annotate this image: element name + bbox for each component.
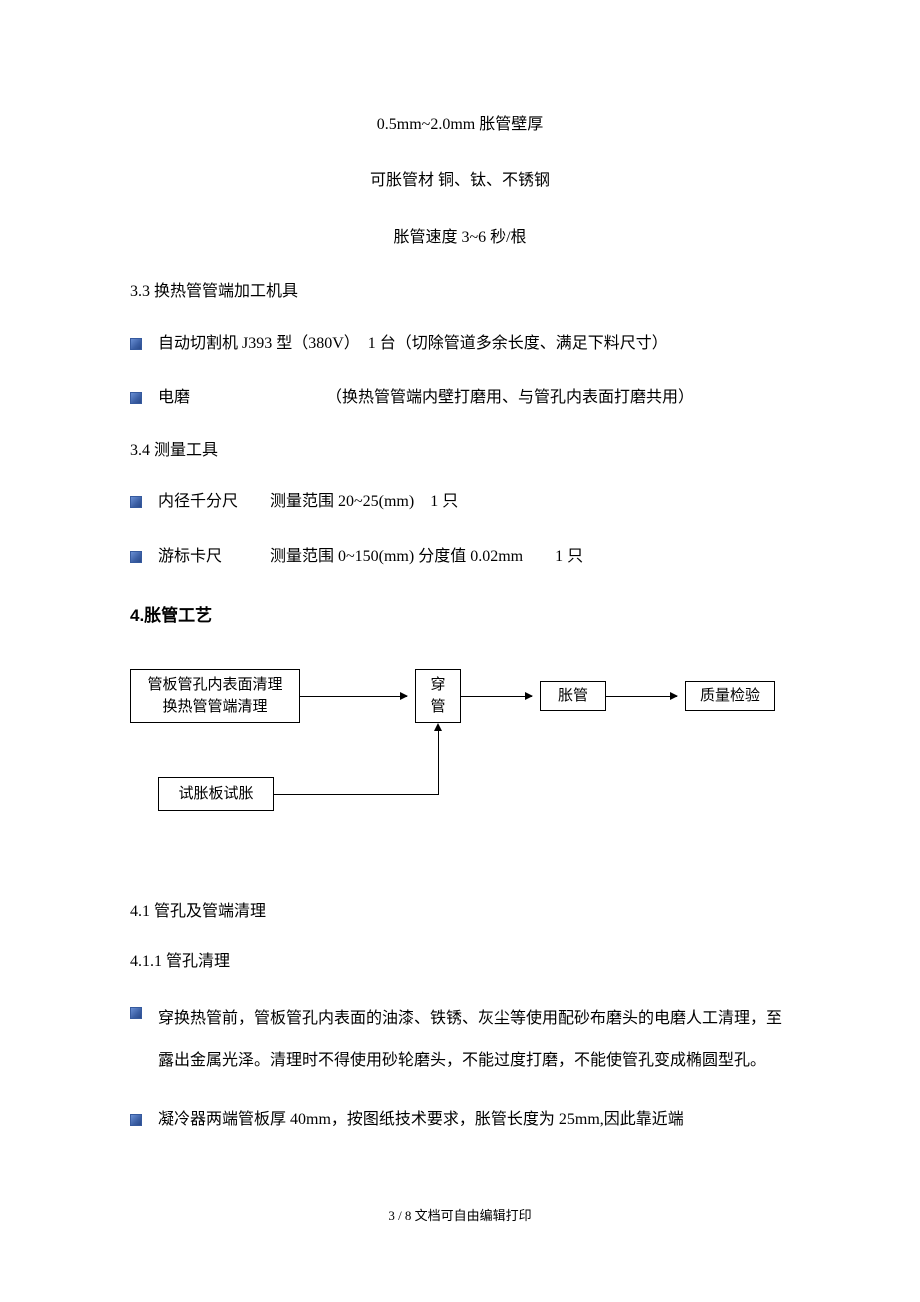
flow-node-line: 质量检验 — [700, 685, 760, 708]
heading-3-4: 3.4 测量工具 — [130, 438, 790, 464]
flow-node-line: 管 — [430, 696, 445, 719]
square-bullet-icon — [130, 338, 142, 350]
flow-node-qc: 质量检验 — [685, 681, 775, 711]
square-bullet-icon — [130, 392, 142, 404]
flow-node-trial: 试胀板试胀 — [158, 777, 274, 811]
flow-line — [274, 794, 438, 795]
flow-node-cleaning: 管板管孔内表面清理 换热管管端清理 — [130, 669, 300, 723]
flow-node-line: 试胀板试胀 — [178, 783, 253, 806]
list-item-text: 内径千分尺 测量范围 20~25(mm) 1 只 — [158, 487, 790, 517]
list-item: 内径千分尺 测量范围 20~25(mm) 1 只 — [130, 487, 790, 517]
flow-node-line: 穿 — [430, 674, 445, 697]
flow-node-line: 胀管 — [558, 685, 588, 708]
list-item-text: 自动切割机 J393 型（380V） 1 台（切除管道多余长度、满足下料尺寸） — [158, 329, 790, 359]
list-item-text: 电磨 （换热管管端内壁打磨用、与管孔内表面打磨共用） — [158, 383, 790, 413]
square-bullet-icon — [130, 1007, 142, 1019]
page-footer: 3 / 8 文档可自由编辑打印 — [130, 1206, 790, 1227]
flowchart: 管板管孔内表面清理 换热管管端清理 穿 管 胀管 质量检验 试胀板试胀 — [130, 669, 810, 829]
flow-node-line: 管板管孔内表面清理 — [147, 674, 282, 697]
flow-arrow — [606, 696, 677, 697]
flow-node-threading: 穿 管 — [415, 669, 461, 723]
flow-arrowhead — [434, 723, 442, 731]
list-item-text: 凝冷器两端管板厚 40mm，按图纸技术要求，胀管长度为 25mm,因此靠近端 — [158, 1105, 790, 1135]
flow-node-expand: 胀管 — [540, 681, 606, 711]
list-item-text: 游标卡尺 测量范围 0~150(mm) 分度值 0.02mm 1 只 — [158, 542, 790, 572]
flow-line — [438, 729, 439, 795]
spec-line-2: 可胀管材 铜、钛、不锈钢 — [130, 166, 790, 196]
square-bullet-icon — [130, 496, 142, 508]
list-item: 穿换热管前，管板管孔内表面的油漆、铁锈、灰尘等使用配砂布磨头的电磨人工清理，至露… — [130, 998, 790, 1081]
heading-4-1-1: 4.1.1 管孔清理 — [130, 949, 790, 975]
heading-4: 4.胀管工艺 — [130, 602, 790, 629]
square-bullet-icon — [130, 1114, 142, 1126]
list-item-text: 穿换热管前，管板管孔内表面的油漆、铁锈、灰尘等使用配砂布磨头的电磨人工清理，至露… — [158, 998, 790, 1081]
flow-arrow — [300, 696, 407, 697]
square-bullet-icon — [130, 551, 142, 563]
list-item: 游标卡尺 测量范围 0~150(mm) 分度值 0.02mm 1 只 — [130, 542, 790, 572]
flow-node-line: 换热管管端清理 — [162, 696, 267, 719]
flow-arrow — [461, 696, 532, 697]
spec-line-1: 0.5mm~2.0mm 胀管壁厚 — [130, 110, 790, 140]
list-item: 自动切割机 J393 型（380V） 1 台（切除管道多余长度、满足下料尺寸） — [130, 329, 790, 359]
heading-4-1: 4.1 管孔及管端清理 — [130, 899, 790, 925]
heading-3-3: 3.3 换热管管端加工机具 — [130, 279, 790, 305]
list-item: 电磨 （换热管管端内壁打磨用、与管孔内表面打磨共用） — [130, 383, 790, 413]
spec-line-3: 胀管速度 3~6 秒/根 — [130, 223, 790, 253]
list-item: 凝冷器两端管板厚 40mm，按图纸技术要求，胀管长度为 25mm,因此靠近端 — [130, 1105, 790, 1135]
